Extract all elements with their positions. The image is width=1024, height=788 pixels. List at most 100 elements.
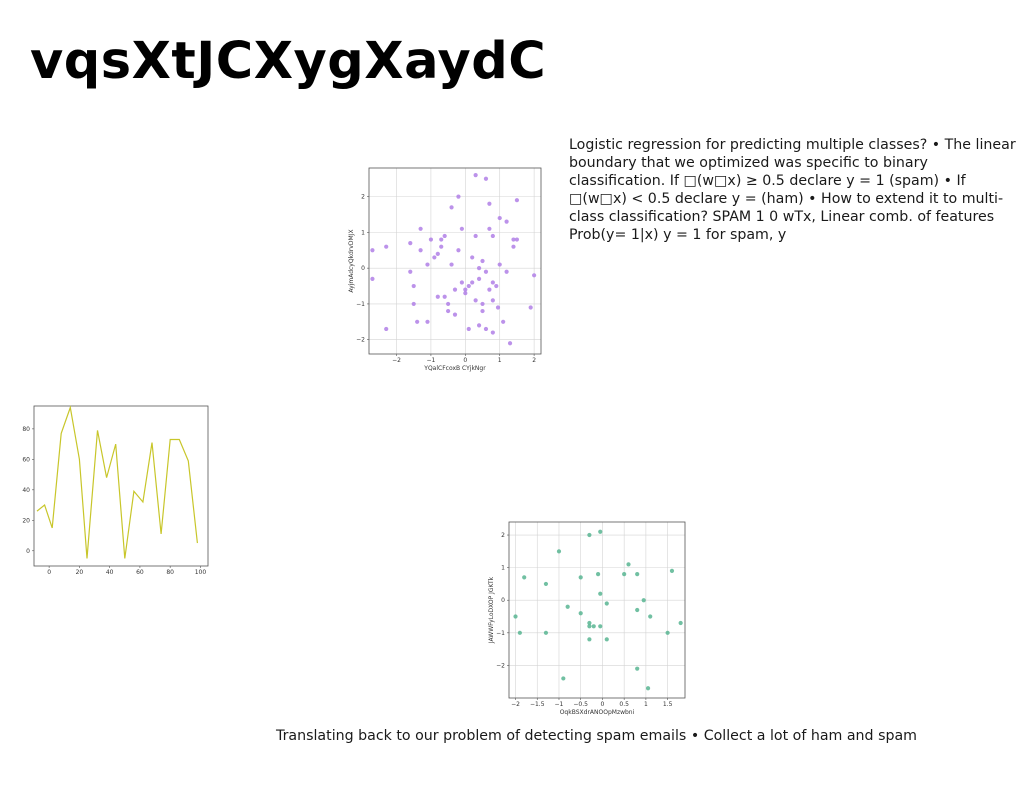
scatter-point xyxy=(517,630,522,635)
scatter-point xyxy=(463,291,468,296)
scatter-point xyxy=(591,624,596,629)
scatter-point xyxy=(473,298,478,303)
x-axis-label: YQalCFcoxB CYjkNgr xyxy=(423,365,486,372)
scatter-point xyxy=(418,248,423,253)
scatter-point xyxy=(490,298,495,303)
scatter-point xyxy=(587,624,592,629)
scatter-point xyxy=(565,604,570,609)
y-tick-label: 2 xyxy=(361,194,365,201)
slide-body-text: Logistic regression for predicting multi… xyxy=(569,137,1016,243)
y-tick-label: 60 xyxy=(22,456,30,463)
x-tick-label: 1.5 xyxy=(663,701,673,708)
scatter-point xyxy=(449,205,454,210)
scatter-point xyxy=(452,287,458,292)
scatter-point xyxy=(408,269,413,274)
scatter-point xyxy=(578,611,583,616)
scatter-point xyxy=(497,262,502,267)
x-tick-label: 1 xyxy=(498,357,502,364)
scatter-point xyxy=(641,598,646,603)
line-chart-left: 0 20 40 60 80 100 0 20 40 60 80 xyxy=(22,405,209,576)
scatter-point xyxy=(442,294,447,299)
scatter-point xyxy=(514,198,520,203)
scatter-point xyxy=(514,237,520,242)
scatter-point xyxy=(626,562,631,567)
scatter-point xyxy=(370,248,375,253)
x-tick-label: −1 xyxy=(555,701,564,708)
scatter-point xyxy=(495,305,501,310)
scatter-point xyxy=(598,624,603,629)
y-tick-label: 1 xyxy=(501,565,505,572)
scatter-point xyxy=(504,269,509,274)
scatter-point xyxy=(543,630,549,635)
scatter-point xyxy=(415,319,420,324)
scatter-point xyxy=(480,308,485,314)
scatter-chart-top: −2 −1 0 1 2 −2 −1 0 1 2 YQalCFcoxB CYjkNgr AyjmAdcy… xyxy=(348,167,542,372)
y-tick-label: −1 xyxy=(496,630,505,637)
x-tick-label: −1.5 xyxy=(530,701,545,708)
scatter-point xyxy=(483,269,489,274)
scatter-point xyxy=(635,666,640,671)
x-tick-label: 80 xyxy=(166,569,174,576)
scatter-point xyxy=(476,323,482,328)
y-tick-label: 0 xyxy=(501,597,505,604)
scatter-point xyxy=(511,244,516,249)
y-tick-label: 2 xyxy=(501,532,505,539)
x-axis-label: OqkBSXdrANOOpMzwbni xyxy=(560,709,635,716)
scatter-point xyxy=(476,276,482,281)
scatter-point xyxy=(561,676,566,681)
scatter-point xyxy=(665,630,670,635)
scatter-point xyxy=(384,244,389,249)
x-tick-label: −2 xyxy=(392,357,401,364)
y-tick-label: 80 xyxy=(22,426,30,433)
scatter-point xyxy=(480,258,485,264)
y-axis-label: JAWWFyLoDXOP JGKTk xyxy=(488,576,495,644)
x-tick-label: 100 xyxy=(195,569,207,576)
y-axis-label: AyjmAdcyQkdrvDMJX xyxy=(348,229,355,292)
scatter-point xyxy=(425,262,430,267)
scatter-point xyxy=(494,283,499,289)
x-tick-label: −0.5 xyxy=(573,701,588,708)
scatter-point xyxy=(598,591,603,596)
scatter-point xyxy=(439,237,444,242)
scatter-point xyxy=(532,273,537,278)
scatter-point xyxy=(604,637,609,642)
scatter-point xyxy=(483,326,489,332)
scatter-point xyxy=(487,226,492,231)
scatter-point xyxy=(587,620,592,626)
x-tick-label: 40 xyxy=(106,569,114,576)
scatter-point xyxy=(587,532,592,538)
scatter-point xyxy=(384,326,389,332)
scatter-point xyxy=(418,226,423,231)
scatter-point xyxy=(435,294,440,299)
x-tick-label: 2 xyxy=(532,357,536,364)
slide-caption: Translating back to our problem of detec… xyxy=(276,728,917,744)
plot-frame xyxy=(368,167,542,355)
scatter-point xyxy=(470,255,475,260)
scatter-point xyxy=(490,233,495,239)
x-tick-label: −2 xyxy=(511,701,520,708)
scatter-point xyxy=(480,301,485,307)
y-tick-label: −1 xyxy=(356,301,365,308)
y-tick-label: 0 xyxy=(361,265,365,272)
scatter-point xyxy=(432,255,437,260)
scatter-point xyxy=(645,686,651,691)
scatter-point xyxy=(408,241,413,246)
scatter-point xyxy=(466,326,471,332)
x-tick-label: 60 xyxy=(136,569,144,576)
scatter-point xyxy=(487,201,492,206)
scatter-point xyxy=(456,248,461,253)
x-tick-label: 0 xyxy=(601,701,605,708)
scatter-point xyxy=(635,572,640,577)
scatter-point xyxy=(452,312,458,317)
scatter-point xyxy=(587,637,592,642)
scatter-point xyxy=(487,287,492,292)
slide-title: vqsXtJCXygXaydC xyxy=(30,32,547,91)
scatter-point xyxy=(513,614,518,619)
scatter-point xyxy=(411,301,416,307)
scatter-point xyxy=(411,283,416,289)
scatter-point xyxy=(578,575,583,580)
scatter-point xyxy=(543,581,549,587)
x-tick-label: 20 xyxy=(76,569,84,576)
x-tick-label: 0.5 xyxy=(619,701,629,708)
scatter-point xyxy=(473,173,478,178)
